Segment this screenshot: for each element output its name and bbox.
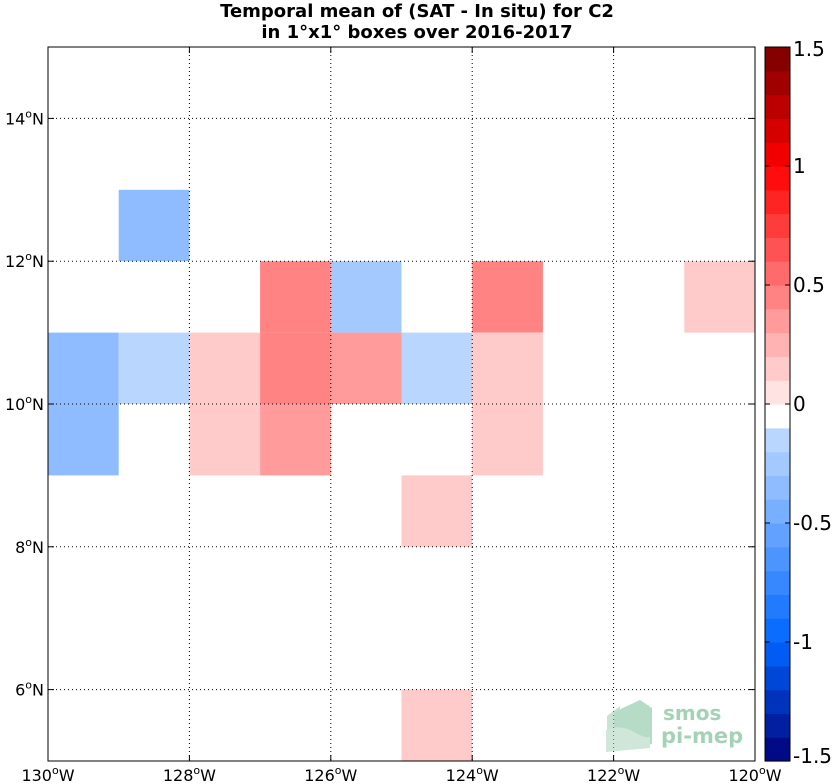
heatmap-cell xyxy=(472,261,543,333)
colorbar-segment xyxy=(765,570,790,595)
heatmap-cells xyxy=(48,189,755,761)
colorbar-segment xyxy=(765,213,790,238)
heatmap-cell xyxy=(472,332,543,404)
colorbar-segment xyxy=(765,665,790,691)
colorbar-segment xyxy=(765,475,790,500)
colorbar-segment xyxy=(765,94,790,119)
colorbar-segment xyxy=(765,285,790,310)
colorbar-segment xyxy=(765,142,790,167)
heatmap-cell xyxy=(189,332,261,404)
x-tick-label: 130oW xyxy=(21,764,74,784)
chart-title-line-1: Temporal mean of (SAT - In situ) for C2 xyxy=(220,1,614,22)
x-axis: 130oW 128oW 126oW 124oW 122oW 120oW xyxy=(21,47,782,784)
x-tick-label: 128oW xyxy=(163,764,216,784)
chart-title-line-2: in 1°x1° boxes over 2016-2017 xyxy=(261,22,573,43)
colorbar-tick-label: 0 xyxy=(793,392,806,416)
colorbar-segment xyxy=(765,689,790,714)
heatmap-cell xyxy=(330,261,402,333)
heatmap-cell xyxy=(472,404,543,476)
watermark-text-pimep: pi-mep xyxy=(661,724,743,748)
heatmap-cell xyxy=(401,332,473,404)
colorbar-segment xyxy=(765,737,790,762)
x-tick-label: 124oW xyxy=(446,764,499,784)
heatmap-cell xyxy=(401,475,473,547)
colorbar-tick-label: -1.5 xyxy=(793,744,832,768)
colorbar-segment xyxy=(765,642,790,667)
colorbar-segment xyxy=(765,427,790,453)
colorbar-segment xyxy=(765,618,790,643)
y-tick-label: 10oN xyxy=(5,393,44,414)
y-tick-label: 6oN xyxy=(15,679,44,700)
heatmap-cell xyxy=(189,404,261,476)
watermark-text-smos: smos xyxy=(663,701,721,725)
colorbar-ticks: 1.5 1 0.5 0 -0.5 -1 -1.5 xyxy=(765,37,832,768)
heatmap-cell xyxy=(684,261,755,333)
gridlines xyxy=(48,47,755,761)
y-tick-label: 8oN xyxy=(15,536,44,557)
colorbar-segment xyxy=(765,499,790,524)
colorbar-segment xyxy=(765,713,790,738)
colorbar-segment xyxy=(765,47,790,72)
heatmap-cell xyxy=(118,332,190,404)
colorbar-segment xyxy=(765,523,790,548)
colorbar-tick-label: -1 xyxy=(793,630,813,654)
colorbar-segment xyxy=(765,70,790,96)
heatmap-cell xyxy=(330,332,402,404)
colorbar-tick-label: -0.5 xyxy=(793,511,832,535)
colorbar-segment xyxy=(765,166,790,191)
smos-pimep-watermark: smos pi-mep xyxy=(606,700,743,752)
heatmap-cell xyxy=(260,332,331,404)
colorbar-segment xyxy=(765,118,790,143)
heatmap-cell xyxy=(401,689,473,761)
colorbar-segment xyxy=(765,332,790,357)
colorbar-segment xyxy=(765,237,790,262)
colorbar-segment xyxy=(765,356,790,381)
colorbar-tick-label: 0.5 xyxy=(793,273,825,297)
colorbar-segment xyxy=(765,308,790,334)
colorbar-segment xyxy=(765,380,790,405)
heatmap-cell xyxy=(260,261,331,333)
colorbar-segment xyxy=(765,261,790,286)
watermark-logo-icon xyxy=(606,700,652,752)
x-tick-label: 122oW xyxy=(587,764,640,784)
colorbar-tick-label: 1 xyxy=(793,154,806,178)
heatmap-cell xyxy=(48,404,119,476)
colorbar-segment xyxy=(765,189,790,215)
colorbar-segment xyxy=(765,546,790,572)
colorbar-tick-label: 1.5 xyxy=(793,37,825,61)
colorbar-segment xyxy=(765,594,790,619)
y-tick-label: 12oN xyxy=(5,250,44,271)
x-tick-label: 120oW xyxy=(728,764,781,784)
y-tick-label: 14oN xyxy=(5,107,44,128)
heatmap-cell xyxy=(260,404,331,476)
heatmap-cell xyxy=(48,332,119,404)
x-tick-label: 126oW xyxy=(304,764,357,784)
colorbar-segment xyxy=(765,451,790,476)
y-axis: 6oN 8oN 10oN 12oN 14oN xyxy=(5,107,755,700)
colorbar-segment xyxy=(765,404,790,429)
colorbar xyxy=(765,47,790,762)
heatmap-cell xyxy=(118,189,190,262)
